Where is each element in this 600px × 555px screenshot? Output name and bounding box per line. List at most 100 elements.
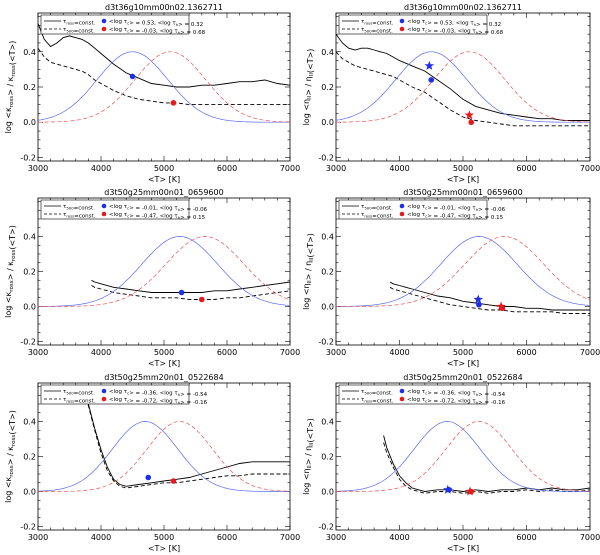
legend-stat-text: <log τc> = -0.47, <log τh> = 0.15 bbox=[109, 212, 206, 221]
plot-frame bbox=[335, 382, 591, 531]
legend-stat-text: <log τc> = -0.01, <log τh> = -0.06 bbox=[407, 204, 506, 213]
marker-blue-star bbox=[473, 294, 483, 304]
y-tick-label: 0.4 bbox=[321, 418, 334, 427]
marker-blue-circle bbox=[145, 474, 152, 481]
y-axis-label: log <κross> / κross(<T>) bbox=[4, 225, 17, 318]
y-axis-label: log <ηll> / ηll(<T>) bbox=[302, 233, 315, 310]
marker-red-star bbox=[464, 110, 475, 120]
panel-5: d3t50g25mm20n01_0522684 3000 4000 5000 6000 7… bbox=[4, 373, 300, 553]
x-tick-label: 7000 bbox=[580, 533, 600, 542]
plot-area bbox=[38, 389, 290, 492]
x-axis-label: <T> [K] bbox=[447, 175, 479, 184]
x-tick-label: 7000 bbox=[280, 533, 300, 542]
legend-blue-dot bbox=[101, 203, 107, 209]
marker-blue-circle bbox=[178, 289, 185, 296]
legend-line-label: τ500=const. bbox=[361, 27, 393, 34]
legend: τ500=const.τross=const. <log τc> = -0.36,… bbox=[338, 384, 506, 406]
legend: τ500=const.τross=const. <log τc> = -0.01,… bbox=[40, 199, 208, 221]
x-tick-label: 3000 bbox=[326, 348, 346, 357]
y-tick-label: 0.0 bbox=[23, 118, 36, 127]
legend-line-label: τ500=const. bbox=[361, 389, 393, 396]
series-blue-gaussian bbox=[38, 51, 290, 123]
legend-red-dot bbox=[399, 396, 405, 402]
series-solid bbox=[91, 279, 290, 293]
legend-line-label: τ500=const. bbox=[63, 27, 95, 34]
plot-area bbox=[336, 421, 590, 496]
panel-title: d3t50g25mm20n01_0522684 bbox=[403, 373, 522, 382]
series-dashed bbox=[38, 47, 290, 106]
x-tick-label: 6000 bbox=[217, 348, 237, 357]
series-blue-gaussian bbox=[38, 236, 290, 307]
x-tick-label: 4000 bbox=[389, 348, 409, 357]
legend-line-label: τ500=const. bbox=[361, 204, 393, 211]
marker-red-star bbox=[496, 301, 506, 311]
y-tick-label: 0.4 bbox=[321, 48, 334, 57]
legend-line-label: τross=const. bbox=[361, 19, 394, 26]
series-blue-gaussian bbox=[336, 421, 590, 492]
series-red-gaussian bbox=[336, 51, 590, 123]
y-axis-label: log <ηll> / ηll(<T>) bbox=[302, 49, 315, 126]
marker-red-circle bbox=[170, 478, 177, 484]
x-tick-label: 4000 bbox=[389, 164, 409, 173]
x-axis-label: <T> [K] bbox=[148, 175, 180, 184]
y-tick-label: 0.4 bbox=[321, 233, 334, 242]
x-tick-label: 3000 bbox=[28, 533, 48, 542]
marker-red-circle bbox=[199, 296, 205, 303]
series-blue-gaussian bbox=[336, 51, 590, 123]
x-axis-label: <T> [K] bbox=[447, 359, 479, 368]
legend-box bbox=[338, 199, 488, 220]
x-tick-label: 5000 bbox=[453, 533, 473, 542]
panel-title: d3t50g25mm20n01_0522684 bbox=[104, 373, 223, 382]
legend-blue-dot bbox=[399, 388, 405, 394]
plot-area bbox=[336, 33, 590, 127]
y-tick-label: -0.2 bbox=[318, 523, 334, 532]
x-axis-label: <T> [K] bbox=[148, 544, 180, 553]
x-tick-label: 6000 bbox=[516, 348, 536, 357]
marker-blue-star bbox=[443, 484, 453, 494]
y-tick-label: 0.2 bbox=[23, 268, 36, 277]
y-tick-label: -0.2 bbox=[20, 338, 36, 347]
series-dashed bbox=[336, 51, 590, 127]
y-axis-label: log <κross> / κross(<T>) bbox=[4, 410, 17, 503]
series-solid bbox=[336, 33, 590, 121]
y-axis-label: log <ηll> / ηll(<T>) bbox=[302, 418, 315, 495]
plot-area bbox=[38, 236, 290, 307]
series-red-gaussian bbox=[38, 51, 290, 123]
legend-line-label: τross=const. bbox=[361, 212, 394, 219]
legend-red-dot bbox=[101, 211, 107, 217]
plot-area bbox=[336, 236, 590, 314]
x-tick-label: 7000 bbox=[580, 348, 600, 357]
series-red-gaussian bbox=[38, 236, 290, 307]
marker-red-circle bbox=[170, 100, 177, 106]
x-tick-label: 5000 bbox=[154, 348, 174, 357]
y-tick-label: 0.0 bbox=[23, 303, 36, 312]
y-tick-label: 0.0 bbox=[321, 118, 334, 127]
legend-blue-dot bbox=[399, 18, 405, 24]
x-tick-label: 4000 bbox=[91, 533, 111, 542]
legend: τross=const.τ500=const. <log τc> = 0.53, … bbox=[338, 14, 504, 36]
series-solid bbox=[389, 281, 590, 311]
legend-red-dot bbox=[101, 26, 107, 32]
marker-blue-circle bbox=[129, 73, 136, 80]
x-tick-label: 4000 bbox=[389, 533, 409, 542]
x-tick-label: 3000 bbox=[28, 164, 48, 173]
x-tick-label: 4000 bbox=[91, 164, 111, 173]
legend: τ500=const.τross=const. <log τc> = -0.36,… bbox=[40, 384, 208, 406]
y-tick-label: 0.0 bbox=[321, 303, 334, 312]
legend-stat-text: <log τc> = -0.36, <log τh> = -0.54 bbox=[109, 389, 208, 398]
legend-box bbox=[338, 14, 488, 35]
legend-stat-text: <log τc> = -0.03, <log τh> = 0.68 bbox=[109, 27, 206, 36]
legend-stat-text: <log τc> = -0.01, <log τh> = -0.06 bbox=[109, 204, 208, 213]
legend: τ500=const.τross=const. <log τc> = -0.01,… bbox=[338, 199, 506, 221]
y-tick-label: 0.2 bbox=[321, 83, 334, 92]
legend-stat-text: <log τc> = -0.47, <log τh> = 0.15 bbox=[407, 212, 504, 221]
marker-red-circle bbox=[468, 119, 475, 126]
panel-title: d3t36g10mm00n02.1362711 bbox=[404, 3, 522, 12]
panel-title: d3t36g10mm00n02.1362711 bbox=[105, 3, 223, 12]
series-red-gaussian bbox=[38, 421, 290, 492]
marker-blue-circle bbox=[428, 77, 435, 83]
y-tick-label: 0.4 bbox=[23, 233, 36, 242]
legend-stat-text: <log τc> = 0.53, <log τh> = 0.32 bbox=[407, 19, 501, 28]
